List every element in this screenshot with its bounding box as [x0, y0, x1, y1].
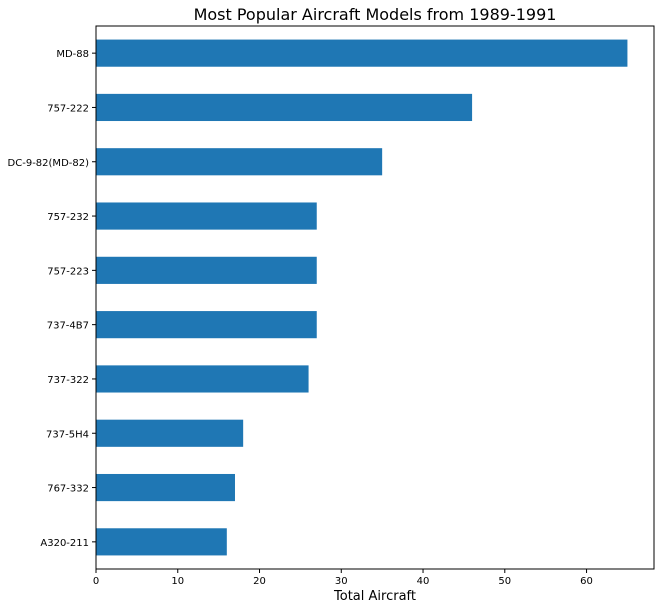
x-tick-label: 50 — [498, 576, 511, 587]
plot-frame — [95, 25, 655, 570]
bar — [96, 311, 317, 339]
plot-border — [95, 25, 655, 570]
y-tick-label: 767-332 — [47, 484, 89, 495]
x-tick-label: 0 — [93, 576, 99, 587]
y-tick-label: A320-211 — [40, 538, 89, 549]
y-tick-label: 737-5H4 — [46, 429, 89, 440]
x-tick-label: 30 — [335, 576, 348, 587]
bar — [96, 202, 317, 230]
bar — [96, 39, 628, 67]
y-tick-label: DC-9-82(MD-82) — [8, 158, 90, 169]
y-tick-label: 737-322 — [47, 375, 89, 386]
x-axis-ticks: 0 10 20 30 40 50 60 — [93, 569, 593, 587]
y-tick-label: MD-88 — [56, 49, 89, 60]
bar — [96, 528, 227, 556]
y-tick-label: 757-223 — [47, 266, 89, 277]
x-tick-label: 40 — [417, 576, 430, 587]
x-tick-label: 60 — [580, 576, 593, 587]
y-tick-label: 757-232 — [47, 212, 89, 223]
y-tick-label: 737-4B7 — [47, 321, 89, 332]
bar — [96, 365, 309, 393]
y-axis-ticks: MD-88 757-222 DC-9-82(MD-82) 757-232 757-223… — [8, 49, 96, 549]
bar — [96, 148, 383, 176]
x-tick-label: 20 — [253, 576, 266, 587]
bar — [96, 93, 473, 122]
bar — [96, 256, 317, 284]
x-axis-label: Total Aircraft — [333, 589, 416, 604]
y-tick-label: 757-222 — [47, 103, 89, 114]
bar — [96, 419, 244, 447]
x-tick-label: 10 — [171, 576, 184, 587]
bars-layer — [96, 39, 628, 556]
chart-title: Most Popular Aircraft Models from 1989-1… — [194, 5, 557, 24]
bar — [96, 473, 235, 502]
